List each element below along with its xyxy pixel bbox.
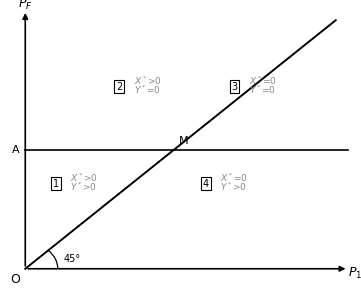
Text: $P_1$: $P_1$ [348,266,361,281]
Text: $Y^*$=0: $Y^*$=0 [249,84,276,96]
Text: A: A [12,145,20,155]
Text: $Y^*$>0: $Y^*$>0 [70,180,97,192]
Text: 4: 4 [203,179,209,188]
Text: 3: 3 [232,82,238,92]
Text: $P_F$: $P_F$ [18,0,32,12]
Text: $X^*$=0: $X^*$=0 [249,75,277,87]
Text: M: M [179,136,188,146]
Text: 2: 2 [116,82,122,92]
Text: $Y^*$=0: $Y^*$=0 [134,84,160,96]
Text: 1: 1 [53,179,59,188]
Text: O: O [10,273,20,286]
Text: $Y^*$>0: $Y^*$>0 [220,180,247,192]
Text: $X^*$>0: $X^*$>0 [134,75,161,87]
Text: $X^*$=0: $X^*$=0 [220,172,248,184]
Text: 45°: 45° [63,253,80,264]
Text: $X^*$>0: $X^*$>0 [70,172,98,184]
